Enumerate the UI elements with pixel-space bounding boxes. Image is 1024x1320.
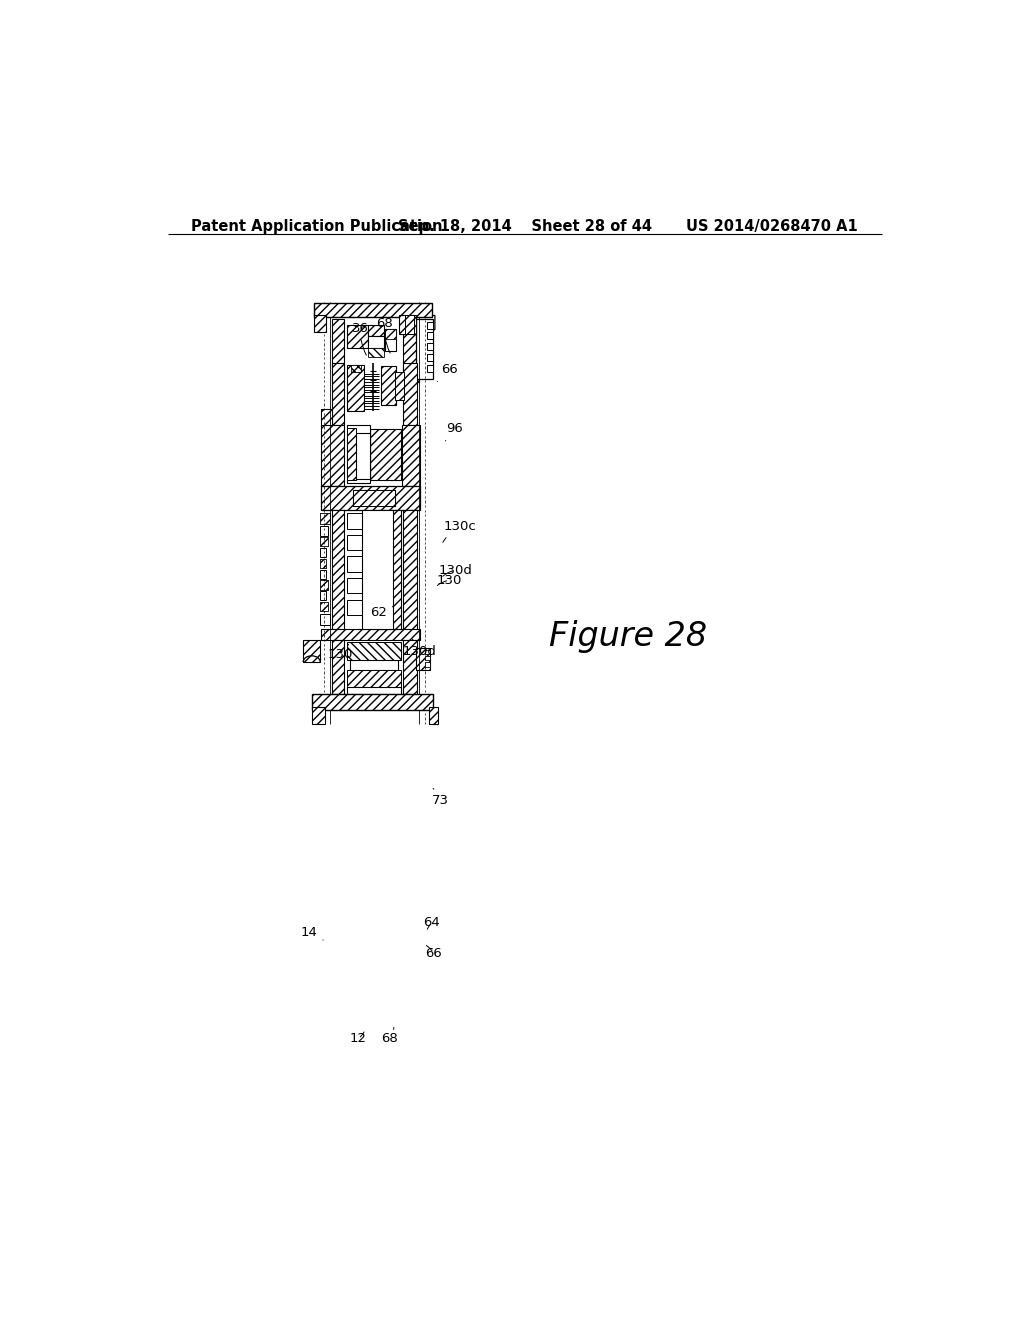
- Bar: [427, 354, 433, 360]
- Bar: [417, 318, 433, 379]
- Text: 130d: 130d: [402, 639, 436, 657]
- Bar: [321, 581, 328, 590]
- Bar: [321, 513, 330, 524]
- Bar: [321, 602, 328, 611]
- Bar: [312, 694, 433, 710]
- Bar: [404, 315, 414, 334]
- Bar: [378, 510, 400, 628]
- Bar: [346, 364, 364, 411]
- Bar: [346, 557, 370, 572]
- Bar: [346, 599, 370, 615]
- Bar: [369, 325, 384, 335]
- Bar: [321, 537, 328, 546]
- Bar: [321, 614, 330, 626]
- Bar: [425, 656, 430, 660]
- Text: US 2014/0268470 A1: US 2014/0268470 A1: [686, 219, 858, 234]
- Bar: [351, 364, 360, 372]
- Bar: [346, 535, 370, 550]
- Bar: [346, 686, 400, 694]
- Bar: [314, 315, 327, 333]
- Bar: [346, 642, 400, 660]
- Text: 36: 36: [352, 322, 369, 355]
- Bar: [385, 330, 396, 339]
- Bar: [332, 640, 344, 694]
- Bar: [346, 428, 356, 480]
- Bar: [321, 602, 328, 611]
- Bar: [332, 318, 344, 381]
- Text: Sep. 18, 2014  Sheet 28 of 44: Sep. 18, 2014 Sheet 28 of 44: [397, 219, 652, 234]
- Text: 130d: 130d: [439, 564, 473, 577]
- Bar: [417, 648, 430, 669]
- Bar: [369, 335, 384, 348]
- Bar: [403, 363, 417, 425]
- Bar: [370, 429, 400, 480]
- Text: 96: 96: [445, 422, 463, 441]
- Bar: [346, 578, 370, 594]
- Polygon shape: [404, 315, 435, 334]
- Bar: [349, 660, 397, 669]
- Text: 66: 66: [437, 363, 458, 381]
- Bar: [381, 367, 396, 405]
- Bar: [403, 640, 417, 694]
- Text: Patent Application Publication: Patent Application Publication: [191, 219, 443, 234]
- Text: Figure 28: Figure 28: [549, 619, 707, 652]
- Text: 66: 66: [425, 945, 442, 960]
- Bar: [427, 322, 433, 329]
- Bar: [321, 425, 344, 487]
- Bar: [427, 343, 433, 350]
- Text: 73: 73: [431, 788, 449, 808]
- Bar: [332, 510, 344, 632]
- Bar: [427, 364, 433, 372]
- Text: 64: 64: [424, 916, 440, 929]
- Bar: [321, 591, 327, 601]
- Bar: [321, 581, 328, 590]
- Bar: [362, 510, 393, 628]
- Bar: [352, 490, 394, 507]
- Bar: [321, 570, 327, 578]
- Bar: [394, 372, 403, 400]
- Bar: [352, 490, 394, 507]
- Bar: [321, 548, 327, 557]
- Bar: [321, 628, 420, 640]
- Text: 130: 130: [328, 644, 353, 661]
- Bar: [401, 425, 420, 487]
- Text: 68: 68: [376, 317, 393, 354]
- Bar: [403, 510, 417, 632]
- Bar: [321, 409, 332, 426]
- Bar: [321, 558, 327, 568]
- Bar: [303, 640, 321, 663]
- Text: 68: 68: [381, 1027, 397, 1045]
- Bar: [369, 348, 384, 358]
- Bar: [321, 487, 420, 510]
- Bar: [332, 363, 344, 425]
- Bar: [321, 513, 330, 524]
- Bar: [321, 409, 332, 426]
- Bar: [425, 649, 430, 655]
- Bar: [346, 669, 400, 686]
- Bar: [385, 330, 396, 351]
- Bar: [427, 333, 433, 339]
- Text: 12: 12: [349, 1032, 367, 1045]
- Bar: [346, 425, 370, 483]
- Bar: [321, 527, 328, 536]
- Bar: [321, 537, 328, 546]
- Bar: [399, 315, 417, 334]
- Bar: [312, 706, 325, 723]
- Bar: [321, 558, 327, 568]
- Text: 130: 130: [436, 574, 462, 586]
- Text: 62: 62: [371, 606, 394, 619]
- Bar: [429, 706, 438, 723]
- Bar: [356, 433, 370, 479]
- Bar: [346, 325, 369, 348]
- Text: 14: 14: [300, 927, 324, 940]
- Bar: [314, 304, 432, 317]
- Bar: [425, 663, 430, 667]
- Bar: [346, 513, 370, 529]
- Bar: [403, 318, 419, 381]
- Text: 130c: 130c: [442, 520, 476, 543]
